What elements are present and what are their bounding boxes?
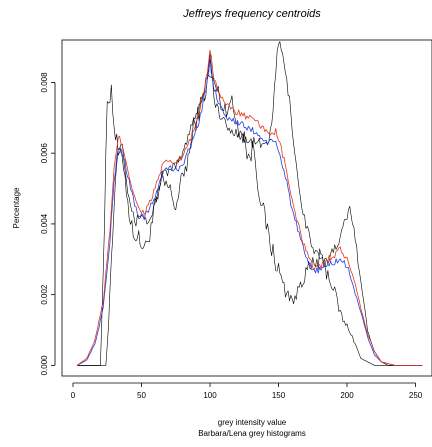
series-layer [76,41,423,366]
y-axis-label: Percentage [12,187,21,228]
y-tick-label: 0.000 [40,355,49,376]
x-tick-label: 250 [409,391,423,400]
y-tick-label: 0.004 [40,213,49,234]
series-line-0 [77,75,423,366]
chart-title: Jeffreys frequency centroids [182,8,321,20]
x-axis: 0 50 100 150 200 250 [71,382,423,400]
x-tick-label: 0 [71,391,76,400]
series-line-2 [76,58,423,366]
series-line-1 [77,41,423,366]
y-axis: 0.000 0.002 0.004 0.006 0.008 [40,72,56,376]
x-axis-sublabel: Barbara/Lena grey histograms [198,429,306,438]
x-tick-label: 50 [137,391,146,400]
y-tick-label: 0.006 [40,143,49,164]
x-tick-label: 150 [272,391,286,400]
x-axis-label: grey intensity value [218,418,287,427]
series-line-3 [76,49,423,366]
y-tick-label: 0.008 [40,72,49,93]
x-tick-label: 200 [340,391,354,400]
plot-frame [61,39,432,377]
y-tick-label: 0.002 [40,284,49,305]
x-tick-label: 100 [203,391,217,400]
